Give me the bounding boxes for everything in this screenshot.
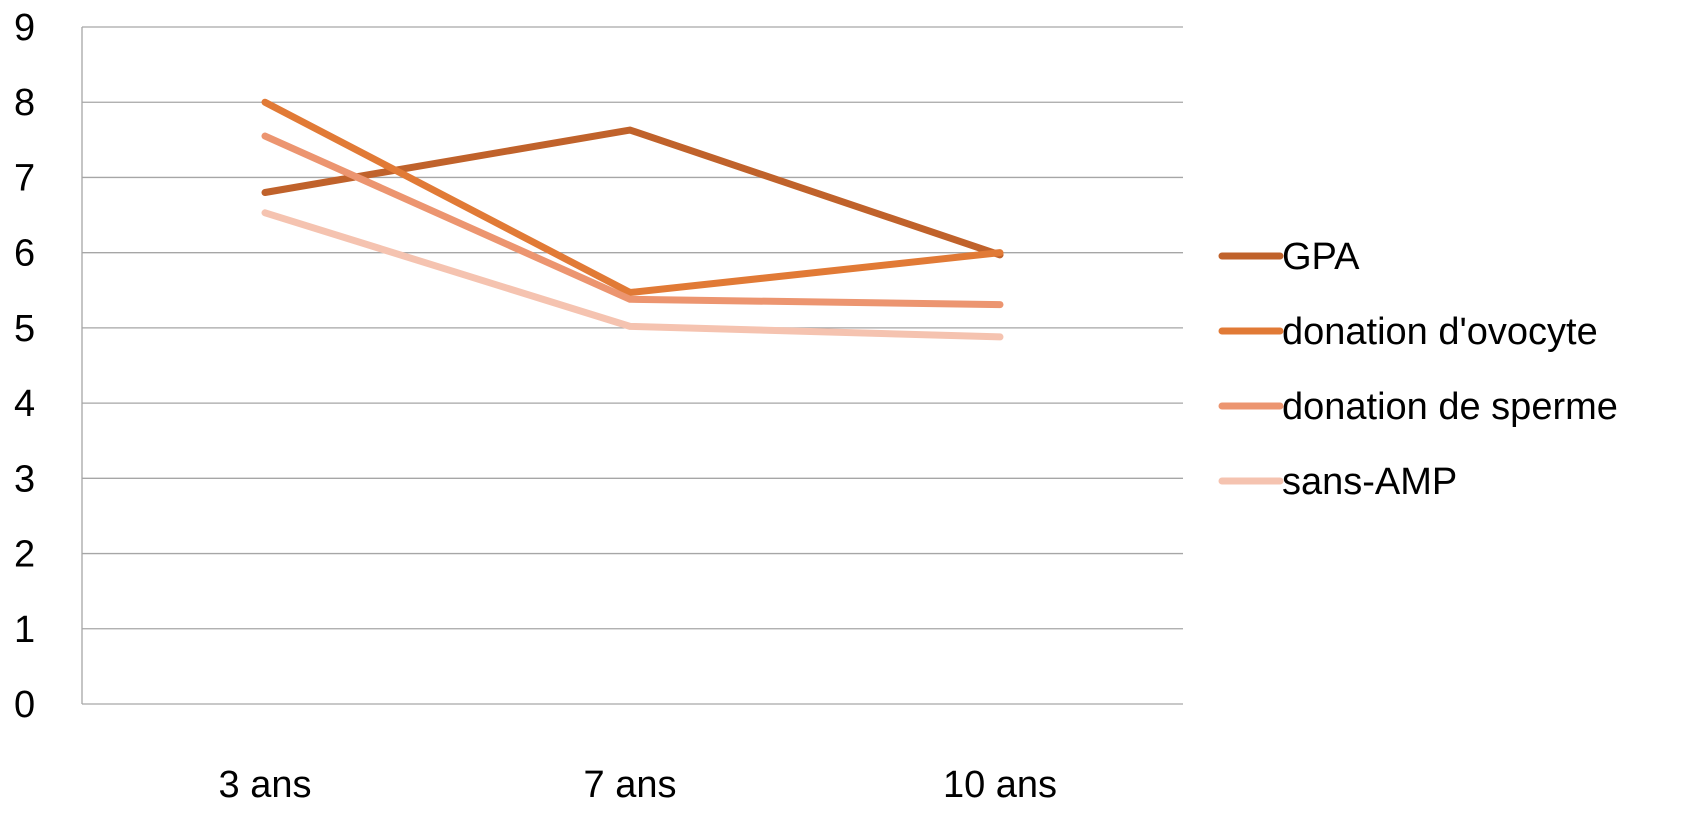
x-tick-label: 10 ans [943, 764, 1057, 806]
y-tick-label: 4 [14, 383, 35, 425]
series-lines [261, 98, 1004, 341]
y-tick-label: 9 [14, 7, 35, 49]
axes [81, 27, 1183, 705]
y-tick-label: 2 [14, 534, 35, 576]
y-tick-label: 5 [14, 308, 35, 350]
series-line-0 [261, 126, 1004, 259]
x-axis-tick-labels: 3 ans 7 ans 10 ans [219, 764, 1058, 806]
y-tick-label: 0 [14, 684, 35, 726]
series-line-1 [261, 98, 1004, 297]
y-axis-tick-labels: 0 1 2 3 4 5 6 7 8 9 [14, 7, 35, 726]
series-line-2 [261, 132, 1004, 309]
y-tick-label: 7 [14, 157, 35, 199]
y-tick-label: 8 [14, 82, 35, 124]
y-tick-label: 1 [14, 609, 35, 651]
legend-label: GPA [1282, 236, 1360, 278]
y-tick-label: 6 [14, 233, 35, 275]
legend-label: sans-AMP [1282, 461, 1457, 503]
legend: GPA donation d'ovocyte donation de sperme s… [1218, 236, 1618, 503]
legend-label: donation d'ovocyte [1282, 311, 1598, 353]
x-tick-label: 3 ans [219, 764, 312, 806]
legend-label: donation de sperme [1282, 386, 1618, 428]
y-tick-label: 3 [14, 458, 35, 500]
series-line-3 [261, 209, 1004, 341]
x-tick-label: 7 ans [584, 764, 677, 806]
